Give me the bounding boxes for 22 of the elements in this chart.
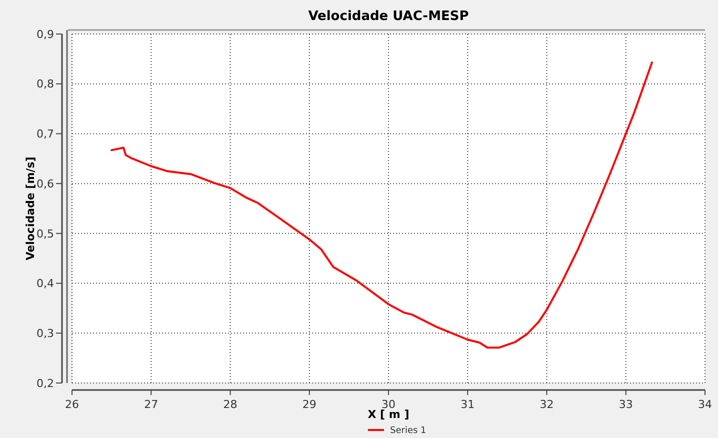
x-tick-label: 32 — [540, 398, 554, 411]
chart-title: Velocidade UAC-MESP — [308, 9, 469, 24]
y-tick-label: 0,5 — [36, 227, 54, 240]
y-tick-label: 0,8 — [36, 78, 54, 91]
x-tick-label: 33 — [618, 398, 633, 411]
y-axis-title: Velocidade [m/s] — [24, 156, 37, 260]
y-tick-label: 0,2 — [36, 376, 54, 390]
line-series — [110, 61, 653, 349]
y-tick-label: 0,7 — [36, 128, 54, 141]
x-tick-label: 30 — [382, 398, 396, 411]
x-tick-label: 29 — [302, 398, 316, 411]
x-tick-label: 34 — [698, 398, 712, 411]
y-tick-label: 0,4 — [36, 277, 54, 290]
x-tick-label: 27 — [144, 398, 158, 411]
x-tick-label: 28 — [223, 398, 238, 411]
y-tick-label: 0,9 — [36, 28, 54, 41]
x-tick-label: 31 — [460, 398, 475, 411]
y-tick-label: 0,3 — [36, 326, 54, 340]
y-tick-label: 0,6 — [36, 177, 54, 190]
x-tick-label: 26 — [65, 398, 79, 411]
legend-label: Series 1 — [390, 426, 426, 436]
x-axis-title: X [ m ] — [368, 408, 410, 421]
